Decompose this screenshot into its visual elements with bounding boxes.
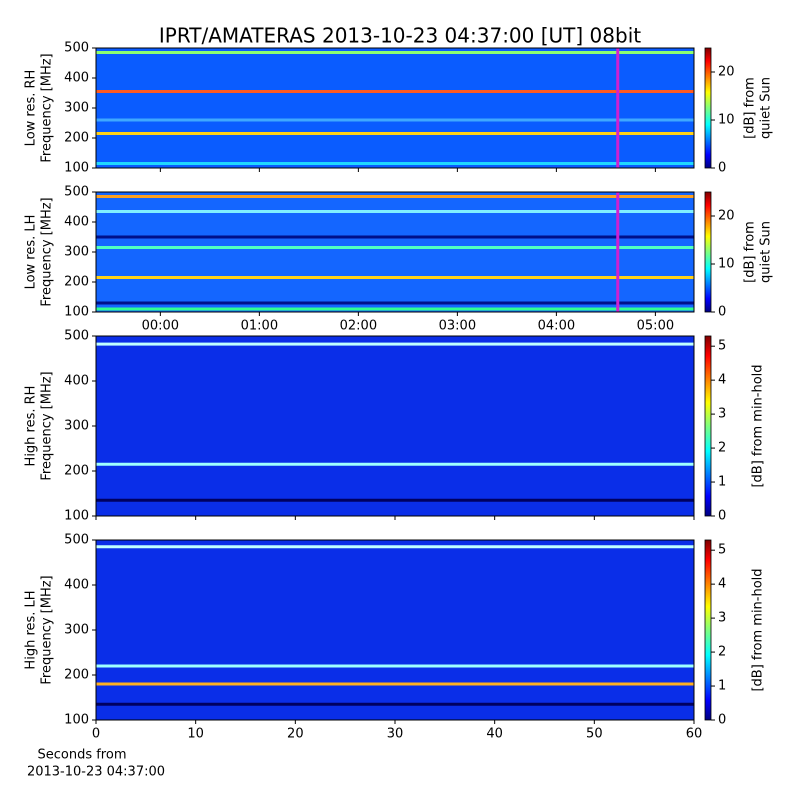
y-tick-label: 100 — [64, 161, 89, 176]
emission-band — [96, 276, 694, 279]
x-tick-label: 00:00 — [142, 319, 179, 334]
y-tick-label: 300 — [64, 101, 89, 116]
x-tick-label: 30 — [387, 727, 404, 742]
emission-band — [96, 307, 694, 311]
y-tick-label: 100 — [64, 713, 89, 728]
y-tick-label: 500 — [64, 533, 89, 548]
colorbar-tick-label: 20 — [718, 209, 735, 224]
y-tick-label: 300 — [64, 623, 89, 638]
spectrogram-image — [96, 540, 694, 720]
y-tick-label: 400 — [64, 215, 89, 230]
spectrogram-image — [96, 48, 694, 168]
colorbar-label: quiet Sun — [759, 221, 774, 283]
emission-band — [96, 235, 694, 239]
colorbar-tick-label: 0 — [718, 161, 726, 176]
y-tick-label: 200 — [64, 668, 89, 683]
y-tick-label: 100 — [64, 509, 89, 524]
y-axis-label: Frequency [MHz] — [40, 53, 55, 162]
colorbar-tick-label: 0 — [718, 509, 726, 524]
x-axis-label: 2013-10-23 04:37:00 — [27, 765, 165, 780]
x-tick-label: 20 — [287, 727, 304, 742]
colorbar-label: [dB] from min-hold — [751, 568, 766, 691]
y-tick-label: 500 — [64, 185, 89, 200]
spectrogram-image — [96, 336, 694, 516]
colorbar-tick-label: 3 — [718, 407, 726, 422]
emission-band — [96, 246, 694, 249]
y-axis-label: Frequency [MHz] — [40, 197, 55, 306]
colorbar-tick-label: 0 — [718, 713, 726, 728]
x-tick-label: 10 — [187, 727, 204, 742]
y-tick-label: 400 — [64, 71, 89, 86]
colorbar-label: [dB] from — [743, 77, 758, 139]
time-marker — [616, 48, 620, 168]
emission-band — [96, 118, 694, 122]
x-tick-label: 03:00 — [439, 319, 476, 334]
colorbar-tick-label: 2 — [718, 441, 726, 456]
y-tick-label: 500 — [64, 329, 89, 344]
time-marker — [616, 192, 620, 312]
emission-band — [96, 682, 694, 686]
colorbar-tick-label: 1 — [718, 679, 726, 694]
colorbar-tick-label: 1 — [718, 475, 726, 490]
y-tick-label: 300 — [64, 419, 89, 434]
x-tick-label: 01:00 — [241, 319, 278, 334]
x-tick-label: 40 — [486, 727, 503, 742]
emission-band — [96, 51, 694, 54]
y-tick-label: 500 — [64, 41, 89, 56]
colorbar-label: [dB] from — [743, 221, 758, 283]
y-tick-label: 300 — [64, 245, 89, 260]
y-axis-label: Low res. LH — [24, 215, 39, 290]
y-tick-label: 100 — [64, 305, 89, 320]
emission-band — [96, 210, 694, 213]
colorbar-tick-label: 5 — [718, 543, 726, 558]
figure-title: IPRT/AMATERAS 2013-10-23 04:37:00 [UT] 0… — [159, 24, 641, 48]
emission-band — [96, 462, 694, 466]
colorbar-tick-label: 10 — [718, 113, 735, 128]
emission-band — [96, 132, 694, 135]
colorbar-label: quiet Sun — [759, 77, 774, 139]
colorbar-tick-label: 5 — [718, 339, 726, 354]
colorbar — [704, 335, 712, 517]
x-axis-label: Seconds from — [37, 748, 126, 763]
colorbar — [704, 47, 712, 169]
y-axis-label: Frequency [MHz] — [40, 371, 55, 480]
x-tick-label: 04:00 — [538, 319, 575, 334]
colorbar-tick-label: 3 — [718, 611, 726, 626]
emission-band — [96, 90, 694, 93]
colorbar — [704, 191, 712, 313]
emission-band — [96, 498, 694, 502]
emission-band — [96, 342, 694, 346]
y-tick-label: 400 — [64, 374, 89, 389]
colorbar-tick-label: 4 — [718, 373, 726, 388]
emission-band — [96, 301, 694, 305]
y-axis-label: High res. RH — [24, 386, 39, 467]
y-axis-label: Low res. RH — [24, 70, 39, 147]
colorbar-label: [dB] from min-hold — [751, 364, 766, 487]
colorbar — [704, 539, 712, 721]
x-tick-label: 60 — [686, 727, 703, 742]
colorbar-tick-label: 10 — [718, 257, 735, 272]
emission-band — [96, 195, 694, 198]
emission-band — [96, 664, 694, 668]
y-tick-label: 200 — [64, 275, 89, 290]
emission-band — [96, 702, 694, 706]
colorbar-tick-label: 4 — [718, 577, 726, 592]
x-tick-label: 02:00 — [340, 319, 377, 334]
emission-band — [96, 545, 694, 549]
y-axis-label: High res. LH — [24, 590, 39, 669]
x-tick-label: 0 — [92, 727, 100, 742]
colorbar-tick-label: 0 — [718, 305, 726, 320]
colorbar-tick-label: 20 — [718, 65, 735, 80]
y-tick-label: 200 — [64, 131, 89, 146]
y-axis-label: Frequency [MHz] — [40, 575, 55, 684]
y-tick-label: 200 — [64, 464, 89, 479]
x-tick-label: 50 — [586, 727, 603, 742]
y-tick-label: 400 — [64, 578, 89, 593]
colorbar-tick-label: 2 — [718, 645, 726, 660]
x-tick-label: 05:00 — [637, 319, 674, 334]
emission-band — [96, 162, 694, 165]
